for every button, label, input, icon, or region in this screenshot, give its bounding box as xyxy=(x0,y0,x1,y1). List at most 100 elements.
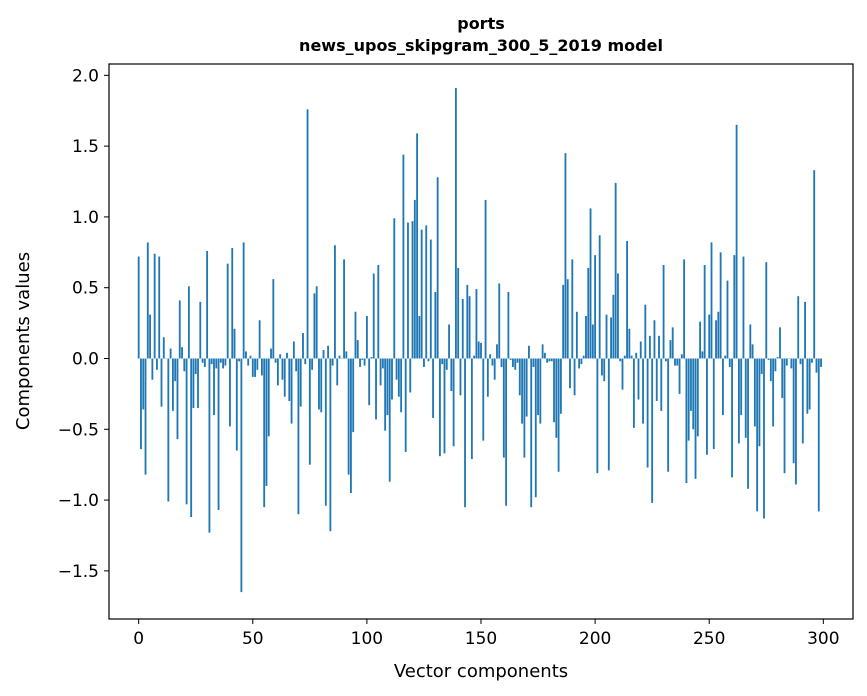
bar-24 xyxy=(192,358,195,409)
y-tick-label-3: 0.0 xyxy=(72,349,99,369)
bar-225 xyxy=(651,358,654,503)
bar-160 xyxy=(502,358,505,458)
bar-91 xyxy=(345,351,348,359)
bar-115 xyxy=(400,358,403,413)
bar-291 xyxy=(801,358,804,444)
bar-18 xyxy=(178,300,181,359)
bar-99 xyxy=(363,358,366,366)
bar-272 xyxy=(758,358,761,447)
bar-102 xyxy=(370,357,373,359)
bar-149 xyxy=(477,341,480,359)
bar-294 xyxy=(808,358,811,410)
bar-194 xyxy=(580,358,583,365)
bar-55 xyxy=(263,358,266,508)
bar-163 xyxy=(509,358,512,360)
bar-0 xyxy=(137,256,140,359)
bar-144 xyxy=(466,284,469,359)
bar-62 xyxy=(279,354,282,359)
bar-169 xyxy=(523,358,526,458)
bar-83 xyxy=(327,345,330,359)
bar-44 xyxy=(238,358,240,362)
bar-165 xyxy=(514,358,517,370)
bar-192 xyxy=(575,311,578,359)
bar-98 xyxy=(361,358,364,360)
bar-85 xyxy=(331,358,334,366)
bar-159 xyxy=(500,358,503,367)
bar-6 xyxy=(151,358,154,380)
bar-215 xyxy=(628,328,631,359)
bar-178 xyxy=(543,352,546,359)
bar-101 xyxy=(368,358,371,406)
bar-253 xyxy=(715,320,717,359)
y-tick-label-0: −1.5 xyxy=(58,562,99,582)
bar-76 xyxy=(311,358,314,370)
bar-71 xyxy=(299,358,302,407)
bar-281 xyxy=(779,327,781,359)
bar-252 xyxy=(712,358,715,450)
bar-187 xyxy=(564,153,567,359)
bar-265 xyxy=(742,256,745,359)
bar-147 xyxy=(473,355,476,359)
x-tick-label-2: 100 xyxy=(351,629,383,649)
bar-211 xyxy=(619,358,622,362)
bar-52 xyxy=(256,358,259,370)
bar-113 xyxy=(395,358,398,380)
bar-209 xyxy=(614,182,617,359)
bar-156 xyxy=(493,358,496,380)
bar-164 xyxy=(512,358,514,367)
bar-14 xyxy=(169,348,172,359)
bar-222 xyxy=(644,304,647,359)
bar-267 xyxy=(747,358,749,489)
bar-150 xyxy=(480,342,482,359)
bar-50 xyxy=(251,358,254,377)
bar-257 xyxy=(724,355,727,359)
bar-110 xyxy=(388,358,391,482)
bar-298 xyxy=(817,358,820,512)
bar-254 xyxy=(717,311,720,359)
bar-242 xyxy=(690,358,692,411)
bar-105 xyxy=(377,265,380,359)
bar-117 xyxy=(404,358,407,452)
bar-238 xyxy=(680,354,683,359)
bar-168 xyxy=(521,358,523,424)
bar-217 xyxy=(633,358,635,428)
bar-269 xyxy=(751,344,754,359)
bar-152 xyxy=(484,199,487,359)
bar-262 xyxy=(735,124,738,359)
bar-297 xyxy=(815,358,818,373)
bar-277 xyxy=(769,358,772,382)
bar-283 xyxy=(783,358,786,474)
bar-64 xyxy=(283,358,286,397)
bar-241 xyxy=(687,358,690,441)
bar-75 xyxy=(308,358,311,465)
bars-group xyxy=(137,88,822,593)
bar-9 xyxy=(158,256,161,359)
bar-97 xyxy=(359,358,361,367)
bar-151 xyxy=(482,358,485,441)
bar-141 xyxy=(459,358,462,396)
bar-216 xyxy=(630,355,633,359)
bar-146 xyxy=(470,358,473,460)
bar-41 xyxy=(231,248,234,359)
y-axis-label: Components values xyxy=(13,252,34,430)
bar-81 xyxy=(322,349,325,359)
bar-124 xyxy=(420,229,423,359)
bar-82 xyxy=(324,358,327,506)
bar-119 xyxy=(409,358,412,393)
bar-202 xyxy=(598,235,601,359)
x-axis-ticks: 0 50 100 150 200 250 300 xyxy=(133,619,840,649)
bar-275 xyxy=(765,262,768,359)
bar-53 xyxy=(258,320,261,359)
y-tick-label-1: −1.0 xyxy=(58,491,99,511)
y-tick-label-5: 1.0 xyxy=(72,208,99,228)
bar-120 xyxy=(411,221,414,359)
bar-126 xyxy=(425,225,428,359)
plot-frame xyxy=(108,63,854,620)
bar-36 xyxy=(219,358,222,363)
bar-293 xyxy=(806,358,809,414)
bar-68 xyxy=(292,341,295,359)
bar-38 xyxy=(224,358,227,366)
bar-103 xyxy=(372,273,375,359)
bar-78 xyxy=(315,286,318,359)
bar-219 xyxy=(637,358,640,400)
